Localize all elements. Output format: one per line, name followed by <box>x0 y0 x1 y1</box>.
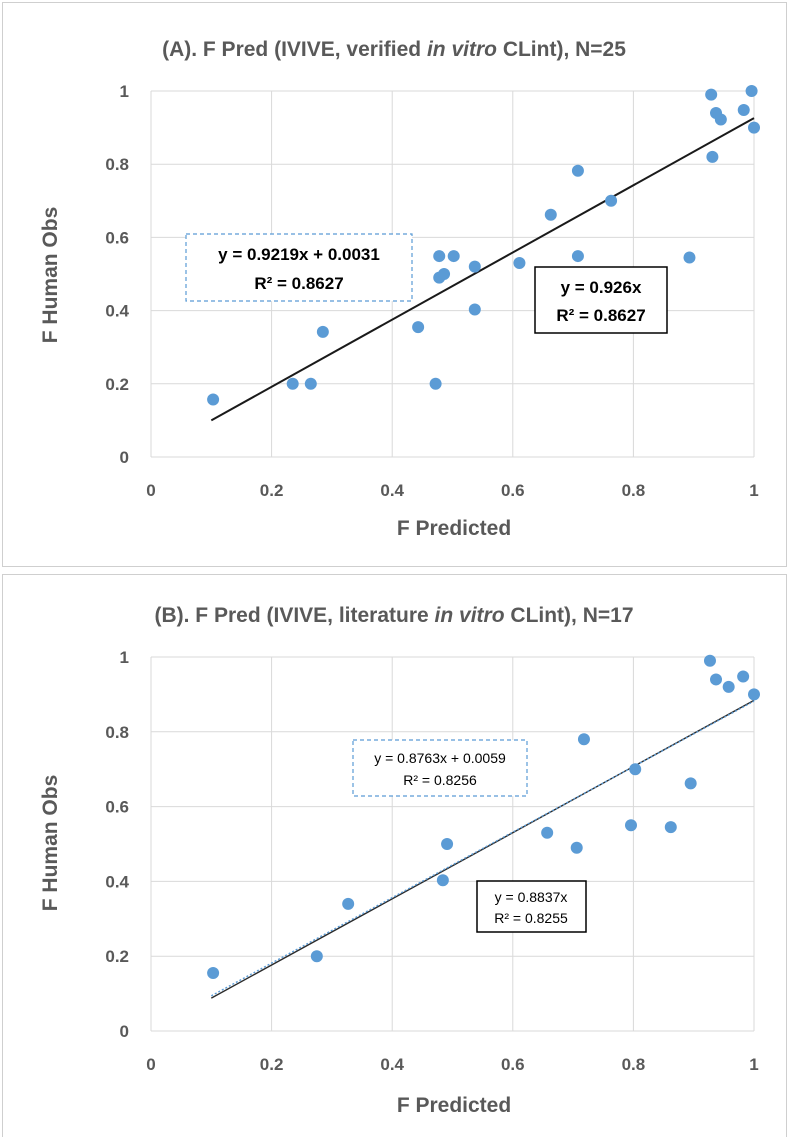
x-tick-label: 0 <box>146 481 155 500</box>
data-point <box>624 819 637 832</box>
data-point <box>316 325 329 338</box>
data-point <box>748 121 760 134</box>
data-point <box>571 164 584 177</box>
y-tick-label: 0.4 <box>105 302 129 321</box>
x-tick-label: 0.4 <box>380 481 404 500</box>
data-point <box>629 763 642 776</box>
chart-b: (B). F Pred (IVIVE, literature in vitro … <box>39 604 760 1117</box>
data-point <box>342 897 355 910</box>
chart-b-tick-labels: 00 0.2 0.2 0.4 0.4 0.6 0.6 0.8 0.8 1 1 <box>105 648 758 1074</box>
data-point <box>710 673 723 686</box>
chart-a-x-axis-label: F Predicted <box>397 517 511 540</box>
x-tick-label: 1 <box>749 481 758 500</box>
data-point <box>447 250 460 263</box>
chart-b-gridlines <box>150 656 755 1032</box>
y-tick-label: 0.2 <box>105 375 129 394</box>
chart-a-equation-solid-line1: y = 0.926x <box>561 278 642 297</box>
x-tick-label: 0.2 <box>260 1055 284 1074</box>
chart-a-equation-dashed-line2: R² = 0.8627 <box>254 274 343 293</box>
data-point <box>468 303 481 316</box>
x-tick-label: 1 <box>749 1055 758 1074</box>
data-point <box>684 777 697 790</box>
data-point <box>570 841 583 854</box>
chart-b-y-axis-label: F Human Obs <box>39 775 62 912</box>
data-point <box>433 250 446 263</box>
chart-b-title: (B). F Pred (IVIVE, literature in vitro … <box>154 604 633 627</box>
data-point <box>605 194 618 207</box>
data-point <box>468 260 481 273</box>
chart-b-points <box>207 654 760 980</box>
data-point <box>513 257 526 270</box>
data-point <box>664 821 677 834</box>
x-tick-label: 0.8 <box>622 481 646 500</box>
y-tick-label: 0.6 <box>105 798 129 817</box>
y-tick-label: 1 <box>120 82 129 101</box>
chart-panel-a: (A). F Pred (IVIVE, verified in vitro CL… <box>2 2 787 567</box>
chart-a-equation-solid-line2: R² = 0.8627 <box>556 306 645 325</box>
chart-b-fit-line-dotted <box>210 700 755 997</box>
chart-a-equation-dashed-box <box>185 233 413 302</box>
x-tick-label: 0.8 <box>622 1055 646 1074</box>
data-point <box>705 88 718 101</box>
data-point <box>436 874 449 887</box>
data-point <box>412 321 425 334</box>
data-point <box>310 950 323 963</box>
data-point <box>703 654 716 667</box>
x-tick-label: 0.6 <box>501 481 525 500</box>
data-point <box>544 208 557 221</box>
data-point <box>683 251 696 264</box>
y-tick-label: 0 <box>120 1022 129 1041</box>
data-point <box>722 680 735 693</box>
data-point <box>286 377 299 390</box>
data-point <box>429 377 442 390</box>
y-tick-label: 0 <box>120 448 129 467</box>
chart-b-equation-dashed-box <box>352 739 528 797</box>
data-point <box>541 826 554 839</box>
x-tick-label: 0 <box>146 1055 155 1074</box>
data-point <box>706 150 719 163</box>
chart-a: (A). F Pred (IVIVE, verified in vitro CL… <box>39 38 760 540</box>
chart-b-equation-solid-line2: R² = 0.8255 <box>494 910 568 926</box>
chart-a-points <box>207 85 760 406</box>
chart-b-equation-solid-box <box>476 880 587 933</box>
y-tick-label: 0.2 <box>105 947 129 966</box>
chart-a-title: (A). F Pred (IVIVE, verified in vitro CL… <box>162 38 626 61</box>
x-tick-label: 0.4 <box>380 1055 404 1074</box>
data-point <box>745 85 758 97</box>
chart-a-equation-solid-box <box>534 266 668 334</box>
chart-a-tick-labels: 00 0.2 0.2 0.4 0.4 0.6 0.6 0.8 0.8 1 1 <box>105 82 758 500</box>
data-point <box>737 104 750 117</box>
chart-a-equation-dashed-line1: y = 0.9219x + 0.0031 <box>218 245 380 264</box>
data-point <box>207 393 220 406</box>
data-point <box>571 250 584 263</box>
data-point <box>714 113 727 126</box>
data-point <box>441 838 454 850</box>
data-point <box>748 688 760 701</box>
y-tick-label: 0.8 <box>105 723 129 742</box>
y-tick-label: 0.4 <box>105 872 129 891</box>
chart-b-equation-dashed-line1: y = 0.8763x + 0.0059 <box>374 750 506 766</box>
data-point <box>438 268 451 280</box>
chart-b-x-axis-label: F Predicted <box>397 1094 511 1117</box>
chart-b-equation-dashed-line2: R² = 0.8256 <box>403 772 477 788</box>
chart-panel-b: (B). F Pred (IVIVE, literature in vitro … <box>2 574 787 1137</box>
y-tick-label: 1 <box>120 648 129 667</box>
x-tick-label: 0.2 <box>260 481 284 500</box>
chart-a-y-axis-label: F Human Obs <box>39 207 62 344</box>
data-point <box>207 967 220 980</box>
data-point <box>577 733 590 746</box>
x-tick-label: 0.6 <box>501 1055 525 1074</box>
y-tick-label: 0.8 <box>105 155 129 174</box>
data-point <box>737 670 750 683</box>
y-tick-label: 0.6 <box>105 228 129 247</box>
data-point <box>304 377 317 390</box>
chart-b-equation-solid-line1: y = 0.8837x <box>495 889 568 905</box>
chart-a-fit-line <box>210 117 755 422</box>
